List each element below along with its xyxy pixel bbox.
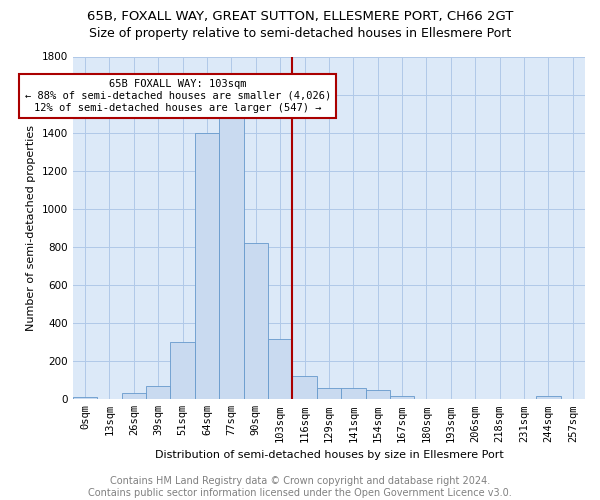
Y-axis label: Number of semi-detached properties: Number of semi-detached properties bbox=[26, 125, 36, 331]
Text: Contains HM Land Registry data © Crown copyright and database right 2024.
Contai: Contains HM Land Registry data © Crown c… bbox=[88, 476, 512, 498]
Bar bbox=[195, 132, 219, 400]
X-axis label: Distribution of semi-detached houses by size in Ellesmere Port: Distribution of semi-detached houses by … bbox=[155, 450, 503, 460]
Bar bbox=[536, 396, 560, 400]
Text: 65B FOXALL WAY: 103sqm
← 88% of semi-detached houses are smaller (4,026)
12% of : 65B FOXALL WAY: 103sqm ← 88% of semi-det… bbox=[25, 80, 331, 112]
Text: Size of property relative to semi-detached houses in Ellesmere Port: Size of property relative to semi-detach… bbox=[89, 28, 511, 40]
Bar bbox=[244, 243, 268, 400]
Bar bbox=[317, 388, 341, 400]
Bar bbox=[219, 118, 244, 400]
Bar bbox=[390, 396, 415, 400]
Bar bbox=[73, 398, 97, 400]
Bar bbox=[365, 390, 390, 400]
Text: 65B, FOXALL WAY, GREAT SUTTON, ELLESMERE PORT, CH66 2GT: 65B, FOXALL WAY, GREAT SUTTON, ELLESMERE… bbox=[87, 10, 513, 23]
Bar bbox=[292, 376, 317, 400]
Bar bbox=[122, 392, 146, 400]
Bar bbox=[268, 340, 292, 400]
Bar bbox=[170, 342, 195, 400]
Bar bbox=[341, 388, 365, 400]
Bar bbox=[146, 386, 170, 400]
